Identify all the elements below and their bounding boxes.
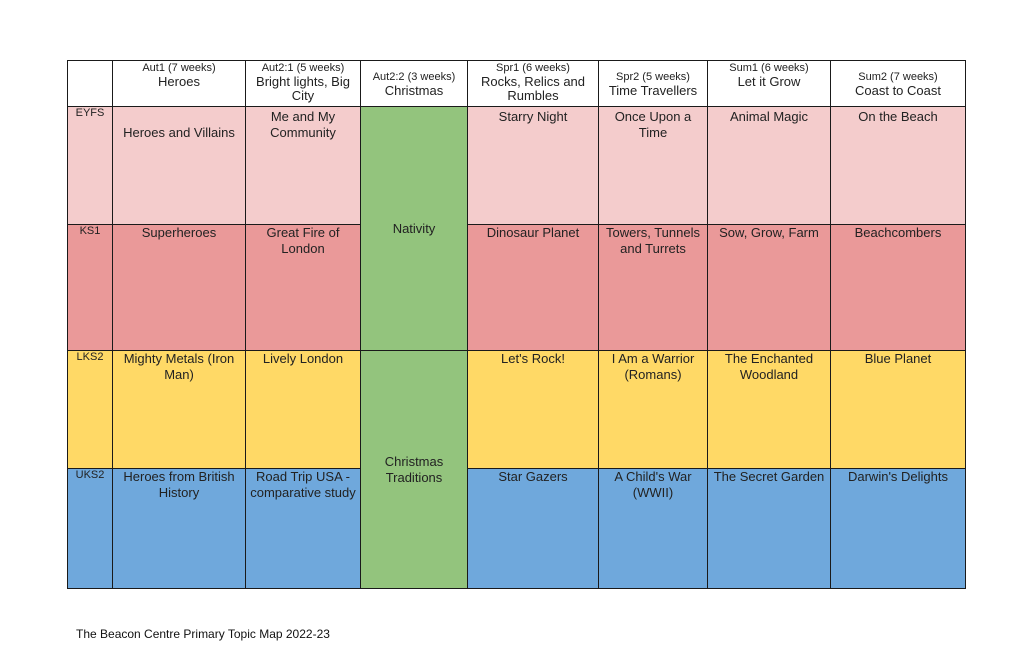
christmas-block-traditions: Christmas Traditions	[360, 350, 468, 589]
christmas-block-label: Nativity	[392, 220, 436, 236]
topic-cell: Beachcombers	[830, 224, 966, 351]
term-weeks: Spr2 (5 weeks)	[616, 71, 690, 83]
stage-row-lks2: LKS2 Mighty Metals (Iron Man) Lively Lon…	[67, 350, 966, 589]
term-weeks: Aut2:2 (3 weeks)	[372, 71, 456, 83]
topic-cell: Darwin's Delights	[830, 468, 966, 589]
topic-cell: Lively London	[245, 350, 361, 469]
topic-cell: A Child's War (WWII)	[598, 468, 708, 589]
document-footer: The Beacon Centre Primary Topic Map 2022…	[76, 627, 330, 641]
topic-cell: On the Beach	[830, 106, 966, 225]
topic-cell: Blue Planet	[830, 350, 966, 469]
topic-cell: Great Fire of London	[245, 224, 361, 351]
term-header-aut2-2: Aut2:2 (3 weeks) Christmas	[360, 60, 468, 107]
topic-cell: Superheroes	[112, 224, 246, 351]
topic-cell: Dinosaur Planet	[467, 224, 599, 351]
term-header-aut2-1: Aut2:1 (5 weeks) Bright lights, Big City	[245, 60, 361, 107]
term-topic: Christmas	[384, 83, 444, 98]
term-topic: Let it Grow	[737, 74, 801, 89]
term-header-aut1: Aut1 (7 weeks) Heroes	[112, 60, 246, 107]
term-header-sum1: Sum1 (6 weeks) Let it Grow	[707, 60, 831, 107]
term-topic: Coast to Coast	[855, 83, 941, 98]
topic-cell: Towers, Tunnels and Turrets	[598, 224, 708, 351]
christmas-block-label: Christmas Traditions	[384, 453, 444, 485]
topic-map-table: Aut1 (7 weeks) Heroes Aut2:1 (5 weeks) B…	[67, 60, 966, 589]
stage-label: EYFS	[67, 106, 113, 225]
term-weeks: Aut1 (7 weeks)	[142, 62, 216, 74]
stage-row-ks1: KS1 Superheroes Great Fire of London Din…	[67, 224, 966, 351]
term-weeks: Spr1 (6 weeks)	[496, 62, 570, 74]
topic-cell: Once Upon a Time	[598, 106, 708, 225]
topic-cell: Heroes and Villains	[112, 106, 246, 225]
term-topic: Bright lights, Big City	[256, 74, 350, 103]
stage-label: LKS2	[67, 350, 113, 469]
topic-cell: Heroes from British History	[112, 468, 246, 589]
topic-cell: The Enchanted Woodland	[707, 350, 831, 469]
term-topic: Rocks, Relics and Rumbles	[480, 74, 586, 103]
topic-cell: Let's Rock!	[467, 350, 599, 469]
topic-cell: Star Gazers	[467, 468, 599, 589]
term-weeks: Sum1 (6 weeks)	[729, 62, 809, 74]
topic-cell: I Am a Warrior (Romans)	[598, 350, 708, 469]
topic-cell: Mighty Metals (Iron Man)	[112, 350, 246, 469]
topic-cell: Me and My Community	[245, 106, 361, 225]
stage-label: KS1	[67, 224, 113, 351]
header-row: Aut1 (7 weeks) Heroes Aut2:1 (5 weeks) B…	[67, 60, 966, 107]
stage-row-uks2: UKS2 Heroes from British History Road Tr…	[67, 468, 966, 589]
stage-label: UKS2	[67, 468, 113, 589]
term-header-spr1: Spr1 (6 weeks) Rocks, Relics and Rumbles	[467, 60, 599, 107]
stage-row-eyfs: EYFS Heroes and Villains Me and My Commu…	[67, 106, 966, 351]
topic-cell: The Secret Garden	[707, 468, 831, 589]
term-header-spr2: Spr2 (5 weeks) Time Travellers	[598, 60, 708, 107]
term-weeks: Aut2:1 (5 weeks)	[261, 62, 345, 74]
topic-cell: Road Trip USA - comparative study	[245, 468, 361, 589]
topic-cell: Animal Magic	[707, 106, 831, 225]
term-header-sum2: Sum2 (7 weeks) Coast to Coast	[830, 60, 966, 107]
corner-cell	[67, 60, 113, 107]
term-weeks: Sum2 (7 weeks)	[858, 71, 938, 83]
topic-cell: Sow, Grow, Farm	[707, 224, 831, 351]
christmas-block-nativity: Nativity	[360, 106, 468, 351]
topic-cell: Starry Night	[467, 106, 599, 225]
term-topic: Time Travellers	[608, 83, 698, 98]
term-topic: Heroes	[158, 74, 200, 89]
